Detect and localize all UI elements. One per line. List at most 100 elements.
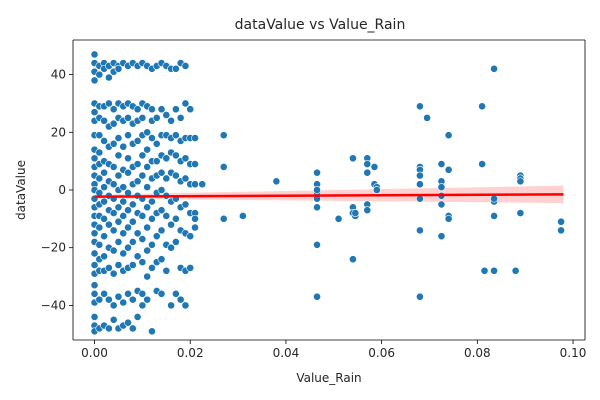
data-point (148, 263, 156, 272)
data-point (124, 131, 132, 140)
data-point (152, 139, 161, 148)
data-point (95, 223, 104, 232)
data-point (238, 212, 247, 220)
data-point (95, 174, 104, 183)
data-point (423, 113, 431, 122)
data-point (114, 151, 123, 160)
data-point (351, 209, 360, 217)
data-point (171, 105, 180, 114)
data-point (100, 137, 108, 145)
data-point (124, 113, 132, 122)
data-point (437, 232, 446, 241)
data-point (95, 295, 104, 304)
data-point (109, 163, 118, 171)
data-point (143, 203, 152, 212)
x-tick-label: 0.02 (177, 346, 204, 360)
data-point (143, 223, 152, 232)
x-tick-label: 0.04 (273, 346, 300, 360)
data-point (363, 206, 372, 215)
data-point (104, 324, 113, 333)
data-point (186, 263, 195, 272)
data-point (171, 151, 180, 160)
data-point (176, 113, 185, 122)
data-point (313, 203, 321, 212)
x-axis-title: Value_Rain (296, 371, 361, 385)
data-point (171, 289, 180, 298)
y-tick-label: −40 (41, 298, 66, 312)
data-point (95, 240, 104, 249)
data-point (416, 226, 424, 235)
y-axis-ticks: −40 −20 0 20 40 (41, 68, 73, 312)
x-axis-ticks: 0.00 0.02 0.04 0.06 0.08 0.10 (81, 340, 586, 360)
data-point (157, 105, 166, 114)
data-point (516, 209, 525, 217)
data-point (272, 177, 281, 186)
data-point (416, 171, 424, 180)
data-point (171, 64, 180, 73)
data-point (167, 220, 175, 229)
data-point (157, 255, 166, 264)
data-point (148, 197, 156, 206)
data-point (133, 313, 142, 321)
data-point (100, 289, 108, 298)
data-point (363, 160, 372, 168)
data-point (416, 292, 424, 301)
data-point (119, 197, 128, 206)
data-point (490, 266, 498, 275)
data-point (148, 214, 156, 223)
data-point (444, 214, 453, 223)
data-point (511, 266, 520, 275)
data-point (90, 229, 99, 238)
data-point (109, 105, 118, 114)
data-point (138, 171, 147, 180)
data-point (133, 160, 142, 168)
data-point (114, 238, 123, 246)
data-point (109, 269, 118, 278)
data-point (162, 212, 171, 220)
data-point (157, 206, 166, 215)
data-point (313, 240, 321, 249)
data-point (437, 200, 446, 209)
data-point (90, 261, 99, 269)
data-point (349, 255, 357, 264)
data-point (124, 223, 132, 232)
regression-line (94, 193, 564, 198)
data-point (109, 119, 118, 128)
x-tick-label: 0.08 (464, 346, 491, 360)
data-point (90, 249, 99, 258)
data-point (167, 116, 175, 125)
data-point (114, 261, 123, 269)
chart-title: dataValue vs Value_Rain (235, 17, 406, 33)
data-point (152, 157, 161, 166)
data-point (124, 243, 132, 252)
data-point (480, 266, 489, 275)
data-point (162, 266, 171, 275)
data-point (138, 235, 147, 243)
data-point (133, 177, 142, 186)
data-point (114, 171, 123, 180)
data-point (124, 206, 132, 215)
data-point (114, 203, 123, 212)
data-point (516, 177, 525, 186)
data-point (90, 108, 99, 117)
data-point (157, 168, 166, 177)
data-point (104, 295, 113, 304)
data-point (363, 168, 372, 177)
data-point (95, 70, 104, 79)
data-point (152, 232, 161, 241)
data-point (138, 212, 147, 220)
x-tick-label: 0.00 (81, 346, 108, 360)
data-point (148, 240, 156, 249)
data-point (128, 238, 137, 246)
data-point (148, 105, 156, 114)
data-point (109, 226, 118, 235)
data-point (557, 217, 565, 226)
data-point (100, 197, 108, 206)
data-point (143, 295, 152, 304)
fit-line-layer (94, 193, 564, 198)
data-point (100, 116, 108, 125)
data-point (143, 183, 152, 192)
y-tick-label: 0 (58, 183, 66, 197)
data-point (157, 226, 166, 235)
axes-frame (72, 39, 586, 341)
